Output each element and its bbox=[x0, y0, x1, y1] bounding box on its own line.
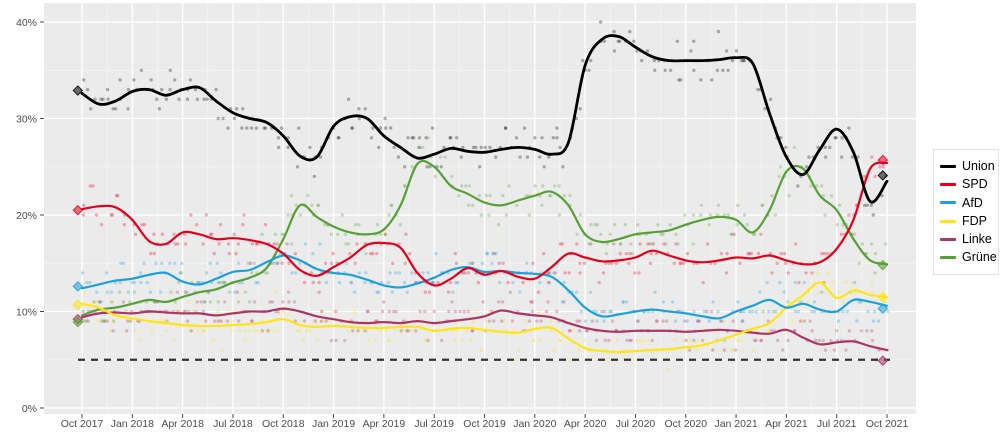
legend-item-afd: AfD bbox=[940, 195, 996, 210]
election-2017-diamond-grüne bbox=[72, 316, 84, 328]
y-tick-label: 10% bbox=[16, 306, 37, 318]
x-tick-label: Oct 2018 bbox=[262, 418, 305, 430]
poll-dots-grüne bbox=[81, 136, 888, 323]
y-tick-label: 20% bbox=[16, 210, 37, 222]
legend-label-afd: AfD bbox=[962, 195, 983, 210]
election-2021-diamond-linke bbox=[877, 355, 889, 367]
election-2021-diamond-fdp bbox=[877, 291, 889, 303]
election-2017-diamond-afd bbox=[72, 281, 84, 292]
election-2017-diamond-fdp bbox=[72, 299, 84, 311]
x-tick-label: Jan 2020 bbox=[513, 418, 556, 430]
x-tick-label: Jul 2021 bbox=[817, 418, 857, 430]
x-tick-label: Oct 2017 bbox=[61, 418, 104, 430]
legend-label-fdp: FDP bbox=[962, 213, 987, 228]
election-2017-diamond-union bbox=[72, 85, 84, 96]
grid-minor bbox=[44, 3, 916, 414]
grid-major bbox=[44, 3, 916, 414]
x-tick-label: Jul 2018 bbox=[213, 418, 253, 430]
x-tick-label: Apr 2021 bbox=[765, 418, 808, 430]
trend-line-grüne bbox=[80, 159, 889, 317]
trend-line-linke bbox=[80, 307, 889, 352]
legend: Union SPD AfD FDP Linke Grüne bbox=[933, 149, 999, 275]
gruene-line-swatch-icon bbox=[940, 255, 956, 259]
axis-ticks bbox=[40, 21, 888, 418]
union-line-swatch-icon bbox=[940, 165, 956, 168]
x-tick-label: Apr 2020 bbox=[564, 418, 607, 430]
x-tick-label: Jul 2019 bbox=[414, 418, 454, 430]
legend-label-spd: SPD bbox=[962, 177, 988, 192]
x-tick-label: Oct 2019 bbox=[463, 418, 506, 430]
election-2021-diamond-union bbox=[877, 170, 889, 181]
legend-item-union: Union bbox=[940, 159, 996, 174]
x-tick-label: Jan 2019 bbox=[312, 418, 355, 430]
fdp-line-swatch-icon bbox=[940, 219, 956, 223]
x-tick-label: Apr 2018 bbox=[161, 418, 204, 430]
election-2021-diamond-grüne bbox=[877, 259, 889, 271]
legend-label-gruene: Grüne bbox=[962, 250, 997, 265]
trend-line-spd bbox=[80, 161, 889, 287]
legend-label-union: Union bbox=[962, 159, 995, 174]
trend-line-afd bbox=[80, 254, 889, 320]
election-2021-diamond-afd bbox=[877, 303, 889, 314]
x-tick-label: Oct 2020 bbox=[664, 418, 707, 430]
x-axis-labels: Oct 2017 Jan 2018 Apr 2018 Jul 2018 Oct 2018… bbox=[61, 418, 909, 430]
election-2021-diamond-spd bbox=[877, 154, 889, 166]
x-tick-label: Jul 2020 bbox=[616, 418, 656, 430]
election-2017-diamond-spd bbox=[72, 204, 84, 216]
x-tick-label: Apr 2019 bbox=[363, 418, 406, 430]
election-result-markers bbox=[72, 85, 889, 367]
trend-line-union bbox=[80, 34, 889, 204]
afd-line-swatch-icon bbox=[940, 201, 956, 205]
legend-item-fdp: FDP bbox=[940, 214, 996, 229]
legend-label-linke: Linke bbox=[962, 232, 992, 246]
y-axis-labels: 0% 10% 20% 30% 40% bbox=[16, 17, 37, 415]
y-tick-label: 0% bbox=[22, 403, 37, 415]
spd-line-swatch-icon bbox=[940, 183, 956, 187]
legend-item-linke: Linke bbox=[940, 232, 996, 247]
chart-panel bbox=[44, 3, 916, 414]
legend-item-gruene: Grüne bbox=[940, 250, 997, 265]
trend-line-fdp bbox=[80, 281, 889, 354]
y-tick-label: 40% bbox=[16, 17, 37, 29]
x-tick-label: Oct 2021 bbox=[866, 418, 909, 430]
x-tick-label: Jan 2021 bbox=[714, 418, 757, 430]
x-tick-label: Jan 2018 bbox=[111, 418, 154, 430]
legend-item-spd: SPD bbox=[940, 177, 996, 192]
y-tick-label: 30% bbox=[16, 113, 37, 125]
linke-line-swatch-icon bbox=[940, 237, 956, 241]
